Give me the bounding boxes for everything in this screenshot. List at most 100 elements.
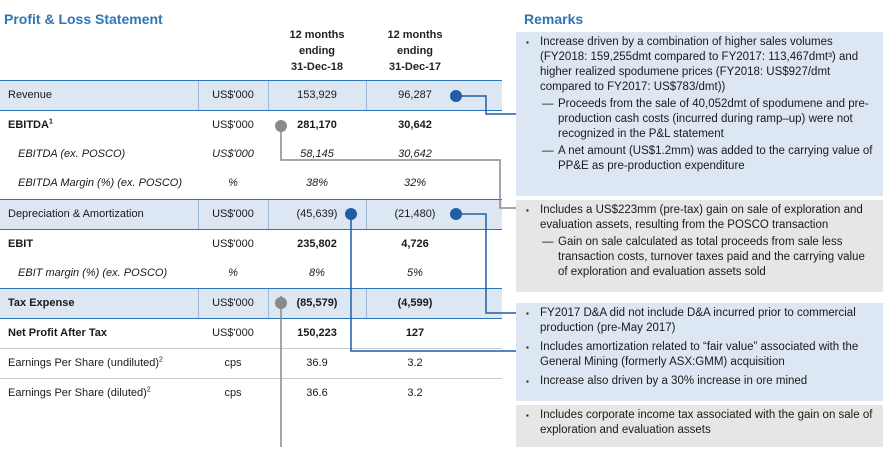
row-label: EBIT xyxy=(8,238,34,250)
row-value-2017: 96,287 xyxy=(398,89,432,101)
row-unit: US$'000 xyxy=(212,208,254,220)
da-2018-connector-line xyxy=(350,214,516,352)
row-value-2017: 3.2 xyxy=(407,387,423,399)
table-row: Tax Expense US$'000 (85,579) (4,599) xyxy=(0,289,502,318)
table-row: EBIT US$'000 235,802 4,726 xyxy=(0,230,502,259)
row-value-2018: 153,929 xyxy=(297,89,337,101)
column-separator xyxy=(366,289,367,318)
row-value-2018: 150,223 xyxy=(297,327,337,339)
row-value-2018: 38% xyxy=(305,177,329,189)
table-row: Earnings Per Share (diluted)2 cps 36.6 3… xyxy=(0,379,502,408)
remark-depreciation: ▪ FY2017 D&A did not include D&A incurred… xyxy=(516,303,883,401)
row-value-2018: 235,802 xyxy=(297,238,337,250)
row-value-2017: 3.2 xyxy=(407,357,423,369)
table-rule xyxy=(0,80,502,81)
pl-statement-title: Profit & Loss Statement xyxy=(4,11,163,27)
row-unit: US$'000 xyxy=(212,89,254,101)
row-unit: US$'000 xyxy=(212,119,254,131)
row-unit: cps xyxy=(224,357,242,369)
row-unit: % xyxy=(228,177,238,189)
table-row: EBITDA (ex. POSCO) US$'000 58,145 30,642 xyxy=(0,140,502,169)
row-unit: US$'000 xyxy=(212,238,254,250)
column-separator xyxy=(366,81,367,110)
remark-bullet: ▪ Increase also driven by a 30% increase … xyxy=(526,375,808,387)
row-unit: US$'000 xyxy=(212,297,254,309)
table-row: EBITDA1 US$'000 281,170 30,642 xyxy=(0,111,502,140)
column-header-line: ending xyxy=(396,45,434,57)
row-value-2018: (85,579) xyxy=(296,297,338,309)
column-header-line: 12 months xyxy=(387,29,443,41)
row-label: Earnings Per Share (diluted)2 xyxy=(8,386,151,399)
column-header-2018: 12 months ending 31-Dec-18 xyxy=(268,27,366,75)
table-row: Depreciation & Amortization US$'000 (45,… xyxy=(0,200,502,229)
row-label: Earnings Per Share (undiluted)2 xyxy=(8,356,163,369)
row-value-2017: 30,642 xyxy=(398,119,432,131)
row-label: Net Profit After Tax xyxy=(8,327,108,339)
remark-sub-bullet: — Gain on sale calculated as total procee… xyxy=(542,236,865,278)
row-value-2017: (4,599) xyxy=(397,297,433,309)
table-row: Earnings Per Share (undiluted)2 cps 36.9… xyxy=(0,349,502,378)
row-value-2018: 8% xyxy=(309,267,325,279)
table-row: EBITDA Margin (%) (ex. POSCO) % 38% 32% xyxy=(0,169,502,198)
row-value-2017: (21,480) xyxy=(394,208,436,220)
row-value-2018: 36.6 xyxy=(306,387,328,399)
column-separator xyxy=(198,289,199,318)
row-unit: cps xyxy=(224,387,242,399)
remark-tax: ▪ Includes corporate income tax associate… xyxy=(516,405,883,447)
row-label: EBITDA Margin (%) (ex. POSCO) xyxy=(18,177,183,189)
revenue-connector-line xyxy=(456,95,516,115)
row-unit: US$'000 xyxy=(212,148,254,160)
row-label: EBIT margin (%) (ex. POSCO) xyxy=(18,267,168,279)
table-rule xyxy=(0,348,502,349)
row-value-2017: 127 xyxy=(405,327,425,339)
column-separator xyxy=(268,289,269,318)
column-separator xyxy=(198,81,199,110)
table-rule xyxy=(0,229,502,230)
column-header-2017: 12 months ending 31-Dec-17 xyxy=(366,27,464,75)
row-value-2017: 32% xyxy=(403,177,427,189)
tax-connector-dot xyxy=(275,297,287,309)
column-header-line: 31-Dec-17 xyxy=(389,61,441,73)
column-separator xyxy=(198,200,199,229)
column-separator xyxy=(366,200,367,229)
column-header-line: ending xyxy=(298,45,336,57)
row-value-2017: 4,726 xyxy=(401,238,429,250)
row-label: Tax Expense xyxy=(8,297,75,309)
remark-sub-bullet: — A net amount (US$1.2mm) was added to th… xyxy=(542,145,873,172)
table-rule xyxy=(0,318,502,319)
table-rule xyxy=(0,378,502,379)
remarks-title: Remarks xyxy=(524,11,584,27)
row-value-2017: 5% xyxy=(407,267,423,279)
remark-ebitda: ▪ Includes a US$223mm (pre-tax) gain on s… xyxy=(516,200,883,292)
row-value-2018: 58,145 xyxy=(300,148,334,160)
remark-sub-bullet: — Proceeds from the sale of 40,052dmt of … xyxy=(542,98,869,140)
remark-bullet: ▪ Includes a US$223mm (pre-tax) gain on s… xyxy=(526,204,863,231)
column-separator xyxy=(268,200,269,229)
column-separator xyxy=(268,81,269,110)
table-row: Net Profit After Tax US$'000 150,223 127 xyxy=(0,319,502,348)
table-rule xyxy=(0,110,502,111)
row-value-2017: 30,642 xyxy=(398,148,432,160)
row-unit: % xyxy=(228,267,238,279)
ebitda-connector-dot xyxy=(275,120,287,132)
da-2017-connector-dot xyxy=(450,208,462,220)
table-row: Revenue US$'000 153,929 96,287 xyxy=(0,81,502,110)
row-label: EBITDA1 xyxy=(8,118,53,131)
column-header-line: 31-Dec-18 xyxy=(291,61,343,73)
table-rule xyxy=(0,199,502,200)
column-header-line: 12 months xyxy=(289,29,345,41)
row-label: Revenue xyxy=(8,89,53,101)
row-value-2018: 281,170 xyxy=(297,119,337,131)
row-value-2018: (45,639) xyxy=(296,208,338,220)
ebitda-connector-line xyxy=(280,126,516,209)
da-connector-line xyxy=(456,213,516,314)
revenue-connector-dot xyxy=(450,90,462,102)
remark-bullet: ▪ Includes corporate income tax associate… xyxy=(526,409,873,436)
row-value-2018: 36.9 xyxy=(306,357,328,369)
table-row: EBIT margin (%) (ex. POSCO) % 8% 5% xyxy=(0,259,502,288)
table-rule xyxy=(0,288,502,289)
remark-revenue: ▪ Increase driven by a combination of hig… xyxy=(516,32,883,196)
remark-bullet: ▪ FY2017 D&A did not include D&A incurred… xyxy=(526,307,856,334)
remark-bullet: ▪ Increase driven by a combination of hig… xyxy=(526,36,859,93)
